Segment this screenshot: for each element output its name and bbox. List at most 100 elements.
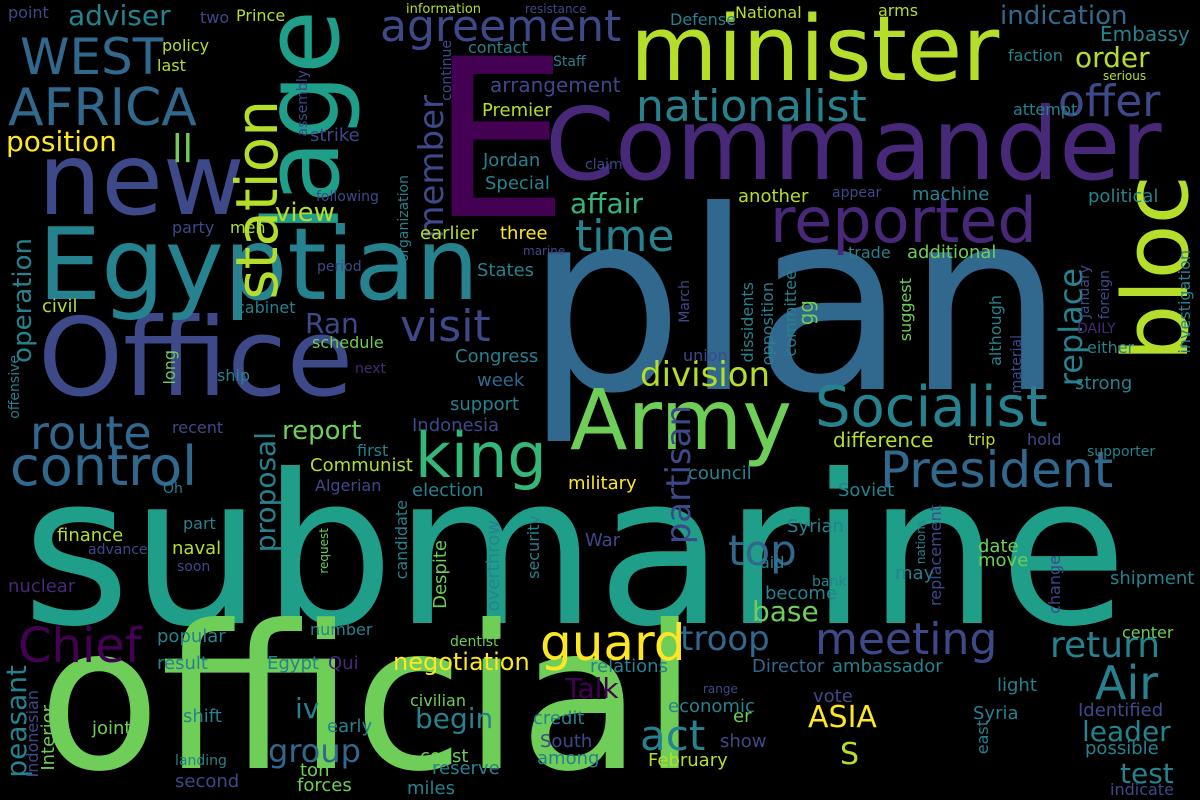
word: South xyxy=(540,731,593,752)
word: S xyxy=(840,737,860,772)
word: guard xyxy=(540,614,686,672)
word: Ran xyxy=(305,307,359,340)
word: nuclear xyxy=(8,576,76,597)
word: Defense xyxy=(670,10,736,29)
word: DAILY xyxy=(1077,321,1116,337)
word: Soviet xyxy=(838,480,895,501)
word: following xyxy=(316,189,379,205)
word: Socialist xyxy=(815,375,1048,440)
word: Talk xyxy=(565,672,619,705)
word: trip xyxy=(968,430,996,449)
word: Premier xyxy=(482,100,552,121)
word: next xyxy=(355,361,387,377)
word: control xyxy=(10,435,198,498)
word: arrangement xyxy=(490,73,621,97)
word: request xyxy=(317,528,331,574)
word: contact xyxy=(468,38,528,57)
word: although xyxy=(986,295,1005,366)
word: Embassy xyxy=(1100,22,1190,46)
word: Staff xyxy=(553,54,586,70)
word: faction xyxy=(1008,46,1063,65)
word: policy xyxy=(162,36,210,55)
word: negotiation xyxy=(393,648,530,676)
word: aid xyxy=(760,553,785,572)
word: reported xyxy=(770,184,1037,257)
word: report xyxy=(282,416,362,446)
word: view xyxy=(275,198,335,228)
word: Qui xyxy=(328,653,359,674)
word: information xyxy=(406,2,482,17)
word: Air xyxy=(1095,656,1159,710)
word: first xyxy=(357,441,389,460)
word: serious xyxy=(1103,69,1147,83)
word: time xyxy=(575,211,675,262)
word: candidate xyxy=(392,500,411,580)
word: point xyxy=(8,3,49,22)
word: replacement xyxy=(926,505,945,606)
word: meeting xyxy=(815,614,998,665)
word: schedule xyxy=(312,333,384,352)
word: ambassador xyxy=(832,656,943,677)
word: assembly xyxy=(295,70,311,137)
word: Office xyxy=(38,296,354,421)
word: gg xyxy=(794,300,818,326)
word: east xyxy=(973,720,992,755)
word: affair xyxy=(570,187,643,220)
word: Indonesian xyxy=(23,690,42,778)
word: March xyxy=(677,280,693,323)
word: plan xyxy=(525,157,1065,448)
word: iv xyxy=(295,692,320,725)
word: support xyxy=(450,394,520,415)
word: base xyxy=(752,595,819,628)
word: last xyxy=(157,56,186,75)
word: leader xyxy=(1082,715,1171,748)
word: Identified xyxy=(1078,700,1164,721)
word: ASIA xyxy=(808,700,877,735)
word: ship xyxy=(217,366,251,385)
word: route xyxy=(30,406,152,460)
word: offensive xyxy=(7,355,23,419)
word: test xyxy=(1120,757,1174,790)
word: early xyxy=(327,716,373,737)
word: foreign xyxy=(1097,270,1113,320)
word: center xyxy=(1122,623,1174,642)
word: attempt xyxy=(1013,100,1078,119)
word: popular xyxy=(157,626,226,647)
word: joint xyxy=(92,718,132,739)
word: part xyxy=(183,514,216,533)
word: resistance xyxy=(525,2,587,16)
word: hold xyxy=(1027,430,1062,449)
word: States xyxy=(477,260,535,281)
word: February xyxy=(648,750,728,771)
word: overthrow xyxy=(483,520,504,612)
word: group xyxy=(268,732,361,770)
word: er xyxy=(733,706,752,727)
word: position xyxy=(6,125,117,158)
word: among xyxy=(537,748,600,769)
word: Syrian xyxy=(787,516,844,537)
word: naval xyxy=(172,538,222,559)
word: trade xyxy=(848,243,891,262)
word: landing xyxy=(175,753,227,769)
word: may xyxy=(895,563,935,584)
word: soon xyxy=(177,559,211,575)
word: Egypt xyxy=(267,653,319,674)
word: show xyxy=(720,731,767,752)
word: economic xyxy=(668,696,755,717)
word: possible xyxy=(1085,738,1159,759)
word: military xyxy=(568,473,637,494)
word: party xyxy=(172,218,215,237)
word: Indonesia xyxy=(412,415,500,436)
word: council xyxy=(688,463,752,484)
word: security xyxy=(524,515,543,579)
word: material xyxy=(1009,335,1025,394)
word: strike xyxy=(310,125,360,146)
word: king xyxy=(415,419,547,492)
word: agreement xyxy=(380,1,622,52)
word: number xyxy=(310,620,373,639)
word: act xyxy=(640,711,706,760)
word: political xyxy=(1088,186,1159,207)
word: proposal xyxy=(249,432,282,553)
word: shift xyxy=(183,706,222,727)
